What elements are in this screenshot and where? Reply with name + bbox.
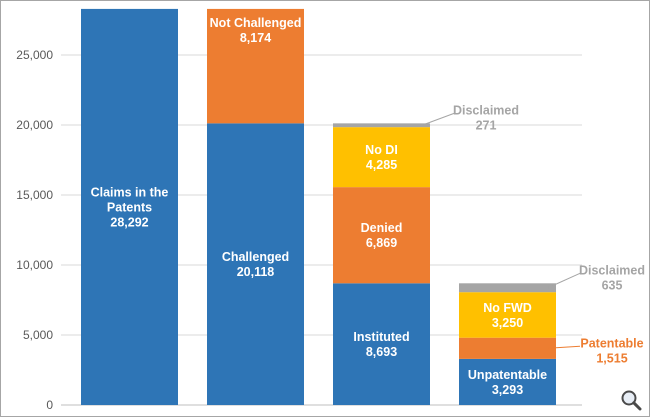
y-tick-label: 20,000 [16,118,53,132]
bar-label-instituted: Instituted [353,330,409,344]
bar-label-denied: Denied [361,221,403,235]
y-tick-label: 10,000 [16,258,53,272]
bar-label-not-challenged: 8,174 [240,31,271,45]
bar-label-claims-in-patents: 28,292 [110,215,148,229]
y-tick-label: 15,000 [16,188,53,202]
bar-segment-disclaimed-1 [333,123,430,127]
bar-label-claims-in-patents: Claims in the [91,185,169,199]
leader-line-disclaimed-1 [422,113,454,125]
bar-label-no-di: No DI [365,143,398,157]
bar-label-claims-in-patents: Patents [107,200,152,214]
bar-label-challenged: Challenged [222,250,289,264]
bar-label-disclaimed-1: 271 [476,118,497,132]
y-tick-label: 25,000 [16,48,53,62]
bar-label-disclaimed-2: 635 [602,278,623,292]
bar-label-unpatentable: 3,293 [492,383,523,397]
bar-label-patentable: Patentable [580,336,643,350]
bar-label-disclaimed-2: Disclaimed [579,263,645,277]
magnifier-icon[interactable] [620,389,642,411]
y-tick-label: 5,000 [23,328,53,342]
leader-line-disclaimed-2 [548,273,580,287]
bar-label-denied: 6,869 [366,236,397,250]
bar-segment-patentable [459,338,556,359]
bar-label-challenged: 20,118 [237,265,275,279]
bar-label-no-di: 4,285 [366,158,397,172]
y-tick-label: 0 [46,398,53,412]
bar-label-patentable: 1,515 [596,351,627,365]
bar-label-not-challenged: Not Challenged [210,16,302,30]
bar-label-disclaimed-1: Disclaimed [453,103,519,117]
bar-label-unpatentable: Unpatentable [468,368,547,382]
bar-label-no-fwd: No FWD [483,301,532,315]
bar-label-instituted: 8,693 [366,345,397,359]
bar-segment-disclaimed-2 [459,283,556,292]
bar-label-no-fwd: 3,250 [492,316,523,330]
